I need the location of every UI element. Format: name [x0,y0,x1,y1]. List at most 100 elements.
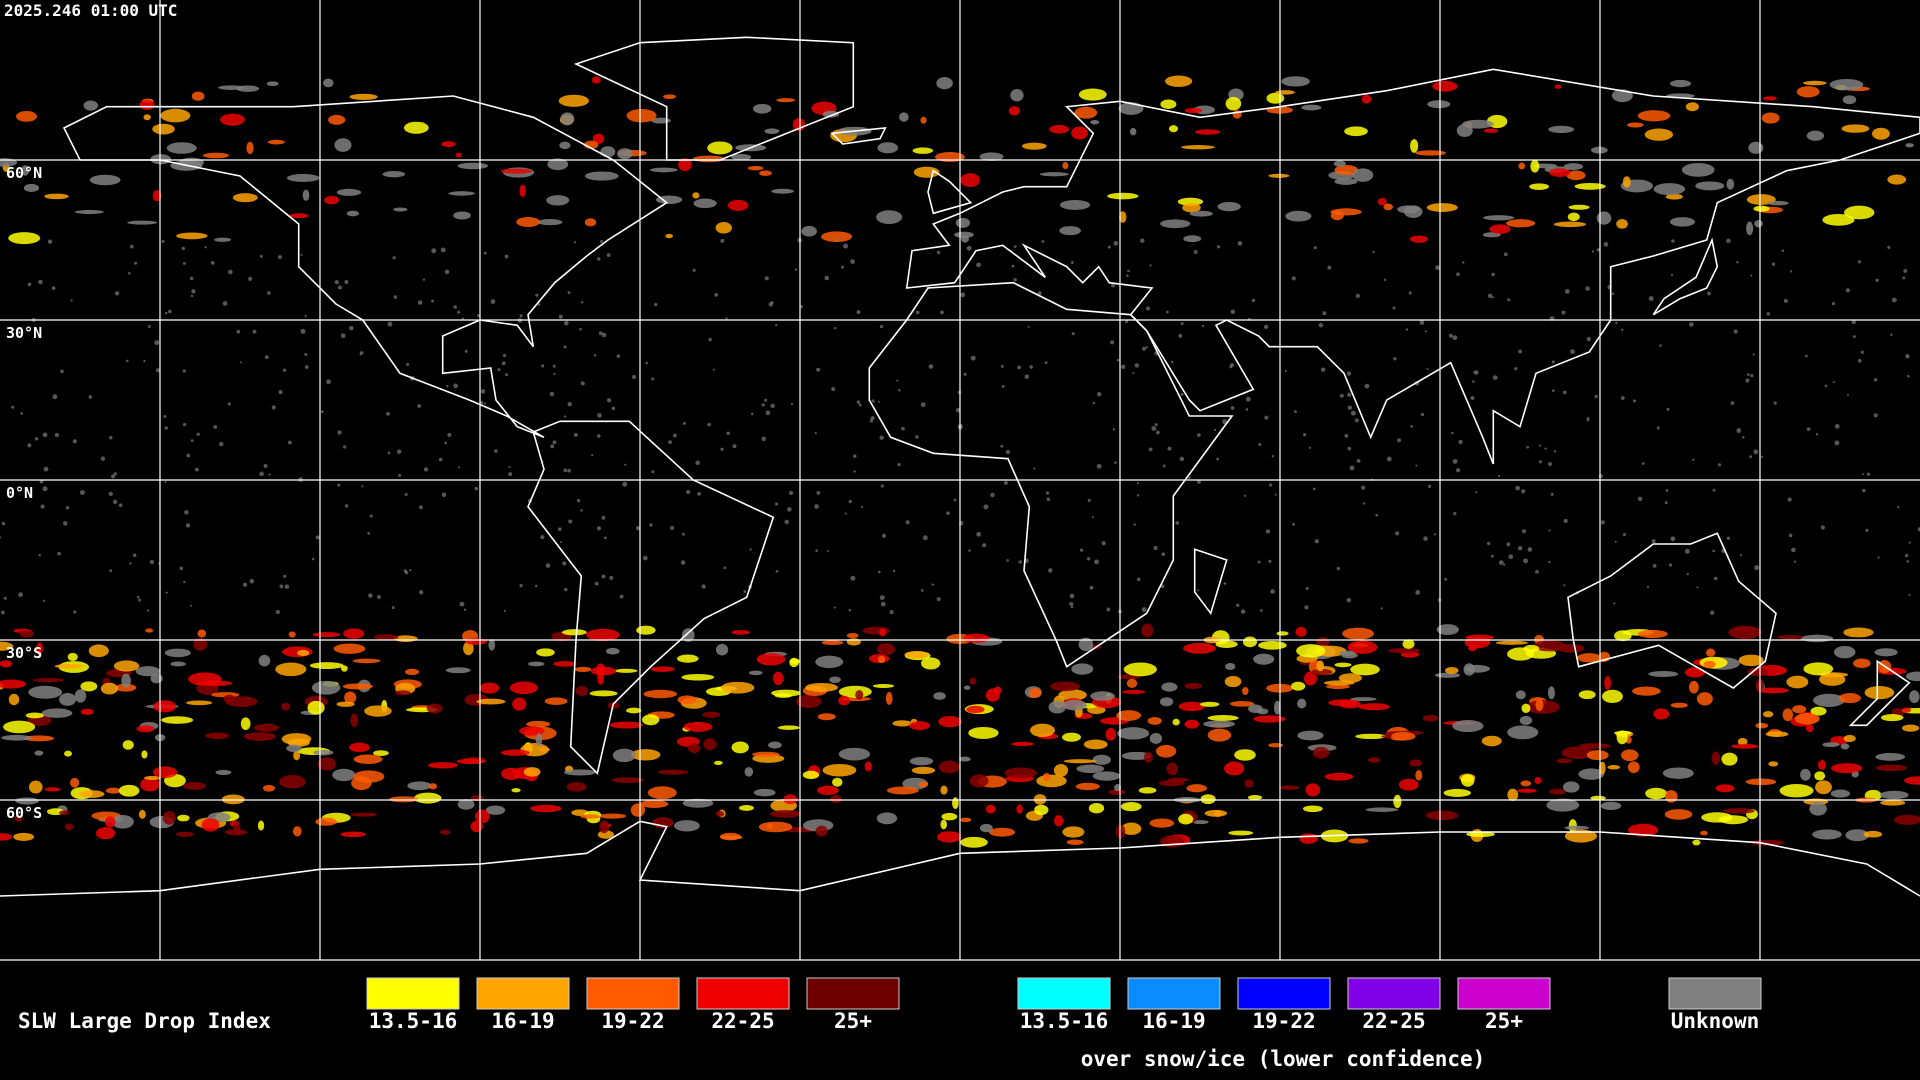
unknown-speck [1263,324,1269,329]
unknown-speck [1420,412,1425,417]
unknown-speck [1600,520,1605,525]
unknown-speck [1258,442,1262,446]
cloud-patch [1350,697,1377,702]
unknown-speck [1364,383,1370,389]
unknown-speck [1451,431,1454,435]
cloud-patch [1887,174,1907,185]
unknown-speck [1852,335,1856,339]
cloud-patch [1444,667,1459,674]
unknown-speck [552,364,556,368]
cloud-patch [822,110,840,118]
unknown-speck [853,470,856,473]
unknown-speck [1092,401,1096,405]
unknown-speck [775,502,779,506]
unknown-speck [573,241,577,244]
cloud-patch [1843,627,1874,638]
cloud-patch [240,717,251,731]
unknown-speck [1395,531,1400,536]
unknown-speck [593,354,597,357]
cloud-patch [1574,183,1606,190]
unknown-speck [88,395,93,399]
cloud-patch [1621,749,1639,762]
unknown-speck [970,355,976,361]
coastline [905,68,1920,465]
unknown-speck [1344,433,1349,438]
coastline [1567,532,1777,689]
latitude-labels: 60°N 30°N 0°N 30°S 60°S [6,164,42,822]
unknown-speck [386,412,390,416]
unknown-speck [337,483,341,487]
cloud-patch [1010,89,1024,102]
unknown-speck [179,566,184,571]
unknown-speck [898,389,901,392]
unknown-speck [1347,405,1353,410]
unknown-speck [1733,329,1738,334]
unknown-speck [831,387,836,392]
cloud-patch [404,668,420,676]
cloud-patch [802,770,820,780]
unknown-speck [580,301,584,304]
cloud-patch [1192,820,1209,825]
unknown-speck [1097,392,1102,397]
unknown-speck [815,549,818,552]
unknown-speck [1712,488,1716,492]
unknown-speck [213,424,218,429]
cloud-patch [1076,764,1105,774]
unknown-speck [393,295,398,299]
cloud-patch [1464,637,1491,649]
unknown-speck [367,532,370,535]
unknown-speck [775,569,779,573]
unknown-speck [654,302,658,307]
cloud-patch [968,726,999,739]
unknown-speck [1045,491,1050,495]
cloud-patch [1800,634,1834,643]
cloud-patch [1141,623,1154,638]
unknown-speck [311,557,315,561]
unknown-speck [1544,447,1547,450]
cloud-patch [535,733,543,747]
unknown-speck [761,436,766,442]
cloud-patch [681,673,715,681]
cloud-patch [1576,653,1602,663]
unknown-speck [252,329,257,334]
cloud-patch [1599,761,1606,775]
cloud-patch [214,237,232,242]
unknown-speck [1257,560,1261,564]
cloud-patch [1256,708,1269,715]
unknown-speck [1470,396,1475,400]
cloud-patch [1578,768,1605,780]
unknown-speck [1000,364,1004,368]
unknown-speck [409,569,412,572]
cloud-patch [879,628,887,637]
cloud-patch [1703,660,1716,669]
cloud-patch [876,812,898,825]
cloud-patch [349,742,370,753]
unknown-speck [1354,418,1359,423]
cloud-patch [309,662,344,670]
unknown-speck [18,592,23,598]
cloud-patch [1114,784,1122,792]
unknown-speck [535,293,539,297]
unknown-speck [42,486,48,492]
unknown-speck [1452,459,1458,464]
unknown-speck [186,453,191,458]
unknown-speck [1112,428,1116,431]
cloud-patch [1845,829,1870,842]
unknown-speck [42,432,48,438]
cloud-patch [753,788,776,797]
cloud-patch [1117,727,1150,740]
unknown-speck [1490,554,1494,558]
unknown-speck [1754,565,1760,571]
unknown-speck [1834,440,1840,446]
unknown-speck [227,269,233,275]
cloud-patch [21,165,30,176]
cloud-patch [1149,733,1163,744]
unknown-speck [707,422,711,427]
cloud-patch [547,158,569,171]
cloud-patch [1330,210,1344,221]
unknown-speck [1548,529,1551,532]
unknown-speck [129,244,134,249]
cloud-patch [731,741,749,754]
unknown-speck [871,399,875,403]
cloud-patch [933,692,946,700]
